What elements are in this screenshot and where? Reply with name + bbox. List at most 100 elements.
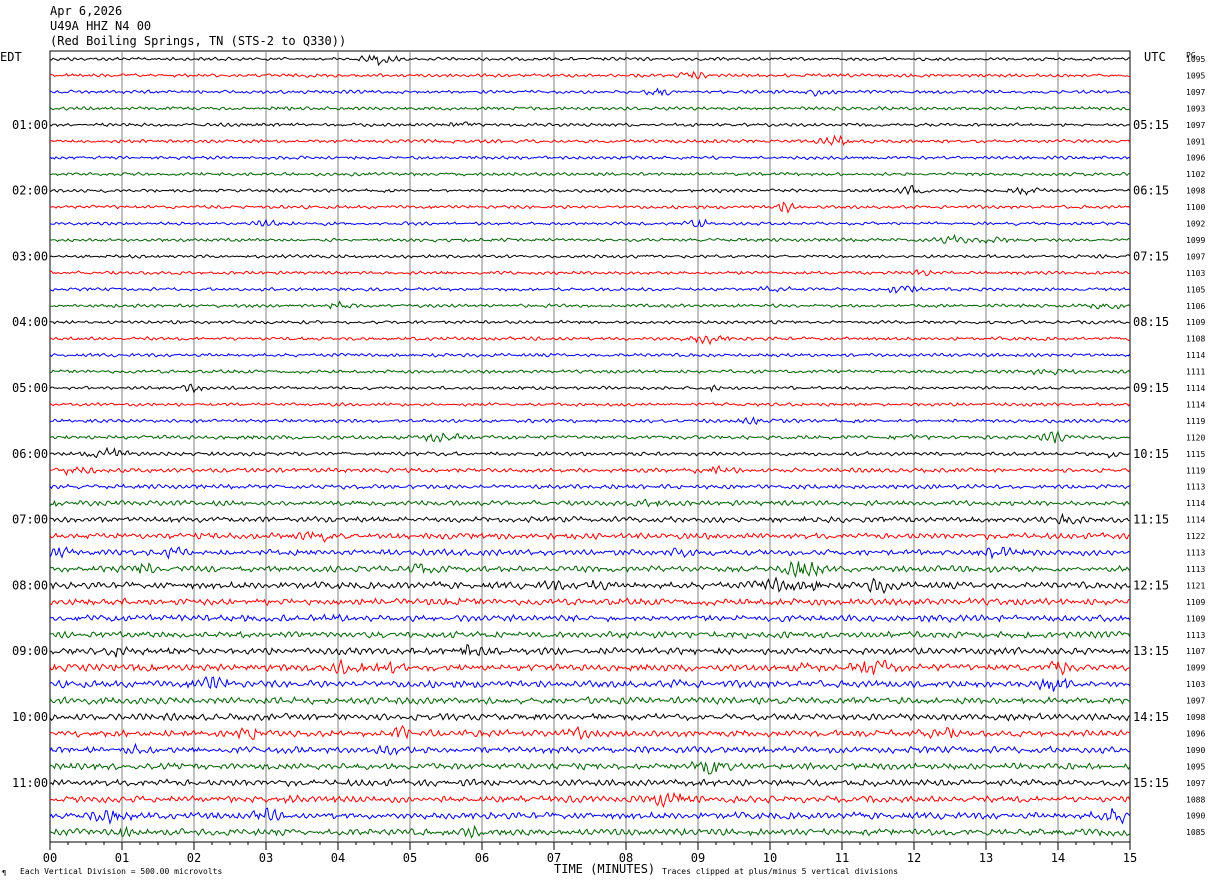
- trace-line: [49, 464, 1131, 477]
- x-tick-label: 11: [835, 851, 849, 865]
- trace-line: [49, 483, 1131, 490]
- edt-hour-label: 07:00: [12, 513, 48, 527]
- pg-value: 1113: [1186, 549, 1205, 558]
- trace-line: [49, 335, 1131, 346]
- utc-hour-label: 10:15: [1133, 447, 1169, 461]
- x-tick-label: 03: [259, 851, 273, 865]
- x-tick-label: 07: [547, 851, 561, 865]
- pg-value: 1107: [1186, 647, 1205, 656]
- pg-label: PG: [1186, 51, 1196, 60]
- pg-value: 1093: [1186, 104, 1205, 113]
- trace-line: [49, 695, 1131, 706]
- pg-value: 1095: [1186, 55, 1205, 64]
- pg-value: 1097: [1186, 697, 1205, 706]
- pg-value: 1105: [1186, 285, 1205, 294]
- pg-value: 1113: [1186, 631, 1205, 640]
- trace-line: [49, 300, 1131, 310]
- pg-value: 1103: [1186, 269, 1205, 278]
- pg-value: 1113: [1186, 483, 1205, 492]
- trace-line: [49, 760, 1131, 775]
- trace-line: [49, 791, 1131, 809]
- utc-hour-label: 11:15: [1133, 513, 1169, 527]
- x-tick-label: 04: [331, 851, 345, 865]
- trace-line: [49, 430, 1131, 444]
- pg-value: 1097: [1186, 121, 1205, 130]
- trace-line: [49, 253, 1131, 259]
- edt-hour-label: 11:00: [12, 776, 48, 790]
- date-title: Apr 6,2026: [50, 4, 123, 18]
- pg-value: 1114: [1186, 516, 1205, 525]
- pg-value: 1114: [1186, 351, 1205, 360]
- x-tick-label: 01: [115, 851, 129, 865]
- pg-value: 1114: [1186, 384, 1205, 393]
- trace-line: [49, 105, 1131, 111]
- x-tick-label: 08: [619, 851, 633, 865]
- trace-line: [49, 576, 1131, 595]
- pg-value: 1111: [1186, 368, 1205, 377]
- trace-line: [49, 285, 1131, 294]
- x-axis-title: TIME (MINUTES): [554, 862, 656, 876]
- x-tick-label: 00: [43, 851, 57, 865]
- edt-hour-label: 06:00: [12, 447, 48, 461]
- x-tick-label: 15: [1123, 851, 1137, 865]
- station-title: U49A HHZ N4 00: [50, 19, 152, 33]
- trace-line: [49, 319, 1131, 325]
- trace-line: [49, 446, 1131, 459]
- utc-hour-label: 14:15: [1133, 710, 1169, 724]
- pg-value: 1097: [1186, 779, 1205, 788]
- trace-line: [49, 233, 1131, 245]
- trace-line: [49, 268, 1131, 277]
- pg-value: 1121: [1186, 581, 1205, 590]
- edt-hour-label: 03:00: [12, 249, 48, 263]
- pg-value: 1114: [1186, 499, 1205, 508]
- pg-value: 1090: [1186, 812, 1205, 821]
- clipping-note: Traces clipped at plus/minus 5 vertical …: [662, 867, 899, 876]
- trace-line: [49, 134, 1131, 146]
- trace-line: [49, 218, 1131, 228]
- x-tick-label: 12: [907, 851, 921, 865]
- trace-line: [49, 368, 1131, 376]
- trace-line: [49, 70, 1131, 80]
- vertical-division-note: Each Vertical Division = 500.00 microvol…: [20, 867, 223, 876]
- pg-value: 1109: [1186, 318, 1205, 327]
- location-title: (Red Boiling Springs, TN (STS-2 to Q330)…: [50, 34, 347, 48]
- pg-value: 1098: [1186, 713, 1205, 722]
- edt-hour-label: 09:00: [12, 644, 48, 658]
- pg-value: 1099: [1186, 664, 1205, 673]
- trace-line: [49, 498, 1131, 508]
- trace-line: [49, 742, 1131, 756]
- plot-frame: [49, 50, 1131, 843]
- pg-value: 1119: [1186, 417, 1205, 426]
- pg-value: 1120: [1186, 433, 1205, 442]
- utc-hour-label: 06:15: [1133, 184, 1169, 198]
- pg-value: 1115: [1186, 450, 1205, 459]
- trace-line: [49, 87, 1131, 97]
- pg-value: 1095: [1186, 762, 1205, 771]
- pg-value: 1092: [1186, 220, 1205, 229]
- trace-line: [49, 121, 1131, 128]
- footer-mark: ¶: [2, 869, 7, 877]
- trace-line: [49, 658, 1131, 676]
- pg-value: 1091: [1186, 137, 1205, 146]
- utc-hour-label: 13:15: [1133, 644, 1169, 658]
- trace-line: [49, 171, 1131, 177]
- pg-value: 1100: [1186, 203, 1205, 212]
- edt-hour-label: 01:00: [12, 118, 48, 132]
- trace-line: [49, 416, 1131, 426]
- trace-line: [49, 644, 1131, 658]
- pg-value: 1088: [1186, 795, 1205, 804]
- pg-value: 1099: [1186, 236, 1205, 245]
- x-tick-label: 02: [187, 851, 201, 865]
- edt-hour-label: 08:00: [12, 578, 48, 592]
- trace-line: [49, 352, 1131, 358]
- trace-line: [49, 824, 1131, 839]
- trace-line: [49, 401, 1131, 407]
- trace-line: [49, 54, 1131, 67]
- utc-hour-label: 07:15: [1133, 249, 1169, 263]
- x-tick-label: 10: [763, 851, 777, 865]
- trace-line: [49, 630, 1131, 640]
- trace-line: [50, 724, 1131, 741]
- pg-value: 1085: [1186, 828, 1205, 837]
- pg-value: 1103: [1186, 680, 1205, 689]
- x-tick-label: 13: [979, 851, 993, 865]
